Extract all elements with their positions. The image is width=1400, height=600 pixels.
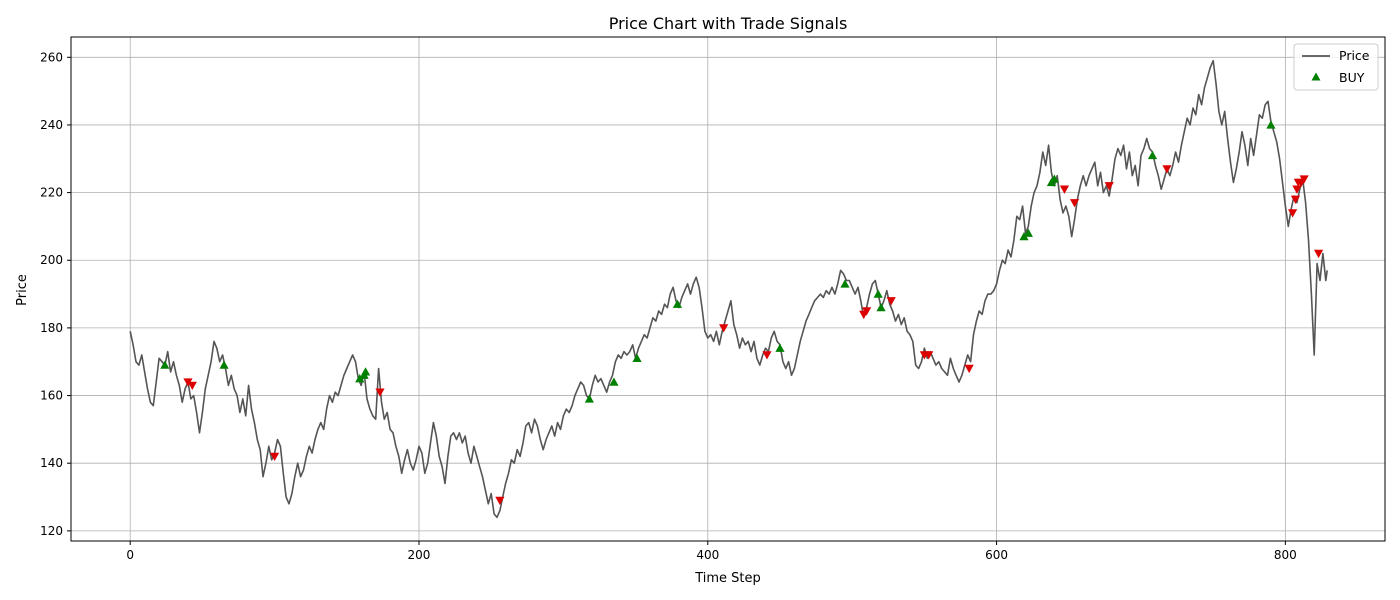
buy-signal-marker: [360, 367, 371, 376]
sell-signal-marker: [1069, 199, 1080, 208]
buy-signal-marker: [1049, 174, 1059, 183]
x-tick-label: 400: [696, 548, 719, 562]
buy-signal-marker: [609, 377, 619, 386]
buy-signal-marker: [355, 374, 365, 383]
sell-signal-marker: [719, 324, 729, 333]
y-tick-label: 180: [40, 321, 63, 335]
sell-signal-marker: [1059, 185, 1070, 194]
buy-signal-marker: [672, 299, 683, 308]
x-axis-label: Time Step: [694, 571, 761, 586]
sell-signal-marker: [187, 381, 197, 391]
legend: Price BUY: [1293, 43, 1379, 91]
buy-signal-marker: [160, 360, 170, 369]
buy-signal-marker: [1266, 120, 1276, 129]
sell-signal-marker: [1292, 185, 1302, 194]
buy-signal-marker: [632, 353, 642, 363]
x-tick-label: 200: [408, 548, 431, 562]
y-axis-label: Price: [15, 274, 30, 306]
y-tick-label: 240: [40, 118, 63, 132]
price-line: [129, 59, 1328, 519]
sell-signal-marker: [964, 364, 974, 374]
sell-signal-marker: [1290, 195, 1301, 204]
y-tick-label: 120: [40, 524, 63, 538]
buy-signal-marker: [775, 343, 785, 352]
y-tick-label: 260: [40, 50, 63, 64]
axis-ticks: 0 200 400 600 800 120 140 160 180 200 220 240 260: [40, 50, 1297, 562]
legend-buy-swatch: [1311, 72, 1321, 81]
y-tick-label: 220: [40, 186, 63, 200]
sell-signal-marker: [1104, 182, 1114, 191]
x-tick-label: 800: [1274, 548, 1297, 562]
sell-signal-marker: [1313, 249, 1324, 259]
sell-signal-marker: [183, 378, 193, 387]
sell-signal-marker: [1287, 209, 1298, 218]
y-tick-label: 160: [40, 389, 63, 403]
grid: [71, 37, 1385, 541]
x-tick-label: 0: [126, 548, 134, 562]
legend-buy-label: BUY: [1339, 70, 1365, 85]
buy-signal-marker: [1147, 150, 1158, 160]
chart-title: Price Chart with Trade Signals: [609, 14, 848, 33]
sell-signal-marker: [886, 297, 896, 306]
y-tick-label: 140: [40, 456, 63, 470]
x-tick-label: 600: [985, 548, 1008, 562]
sell-signal-marker: [269, 452, 280, 462]
y-tick-label: 200: [40, 253, 63, 267]
buy-signal-marker: [1023, 228, 1033, 237]
buy-signal-marker: [219, 360, 229, 369]
sell-signal-marker: [495, 496, 505, 506]
buy-signal-marker: [876, 303, 886, 312]
sell-signal-marker: [1299, 175, 1309, 184]
sell-signal-marker: [762, 351, 772, 360]
buy-signal-marker: [840, 279, 850, 288]
legend-price-label: Price: [1339, 48, 1370, 63]
sell-signal-marker: [1162, 165, 1172, 174]
buy-signal-marker: [1019, 231, 1029, 241]
sell-signal-marker: [375, 388, 385, 397]
sell-signal-marker: [924, 351, 934, 360]
buy-signal-marker: [584, 394, 594, 403]
buy-signal-marker: [873, 289, 883, 298]
sell-signal-marker: [862, 307, 872, 316]
axes-frame: [70, 36, 1386, 542]
plot-area: [129, 59, 1328, 519]
